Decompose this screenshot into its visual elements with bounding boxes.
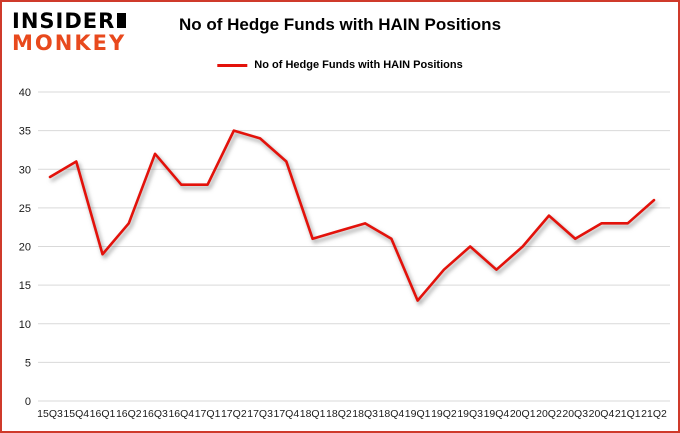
x-tick-label: 17Q4 [274,408,300,420]
x-tick-label: 19Q1 [405,408,431,420]
x-tick-label: 18Q2 [326,408,352,420]
y-tick-label: 15 [19,280,31,292]
chart-area: 0 5 10 15 20 25 30 35 40 15Q3 15Q4 16Q1 16Q2 16Q3 16Q4… [6,84,674,427]
x-tick-label: 19Q2 [431,408,457,420]
x-tick-label: 17Q1 [195,408,221,420]
x-tick-label: 17Q3 [247,408,273,420]
y-tick-label: 0 [25,396,31,408]
legend-line-swatch [217,63,248,67]
x-tick-label: 16Q2 [116,408,142,420]
x-tick-label: 16Q4 [168,408,194,420]
x-tick-label: 21Q1 [615,408,641,420]
logo-insider-label: INSIDER [12,9,116,33]
logo-block-icon [117,13,127,28]
logo-text-insider: INSIDER [12,9,127,33]
x-tick-label: 18Q3 [352,408,378,420]
x-tick-label: 16Q3 [142,408,168,420]
line-chart: 0 5 10 15 20 25 30 35 40 15Q3 15Q4 16Q1 16Q2 16Q3 16Q4… [19,87,670,420]
legend-label: No of Hedge Funds with HAIN Positions [254,59,463,71]
x-tick-label: 20Q1 [510,408,536,420]
x-tick-label: 20Q3 [562,408,588,420]
y-tick-label: 5 [25,357,31,369]
x-tick-label: 15Q3 [37,408,63,420]
y-tick-label: 20 [19,242,31,254]
y-tick-label: 30 [19,164,31,176]
legend: No of Hedge Funds with HAIN Positions [217,59,463,71]
x-tick-label: 19Q3 [457,408,483,420]
x-tick-label: 21Q2 [641,408,667,420]
x-tick-label: 20Q4 [589,408,615,420]
x-tick-label: 20Q2 [536,408,562,420]
y-tick-label: 35 [19,126,31,138]
y-tick-label: 25 [19,203,31,215]
x-tick-label: 19Q4 [484,408,510,420]
insider-monkey-logo: INSIDER MONKEY [12,9,127,56]
data-line-series [48,129,656,302]
logo-text-monkey: MONKEY [12,31,127,56]
x-tick-label: 17Q2 [221,408,247,420]
x-tick-label: 15Q4 [63,408,89,420]
x-tick-label: 18Q1 [300,408,326,420]
y-tick-label: 10 [19,319,31,331]
x-tick-label: 18Q4 [379,408,405,420]
x-tick-label: 16Q1 [90,408,116,420]
y-tick-label: 40 [19,87,31,99]
chart-title: No of Hedge Funds with HAIN Positions [178,15,502,34]
